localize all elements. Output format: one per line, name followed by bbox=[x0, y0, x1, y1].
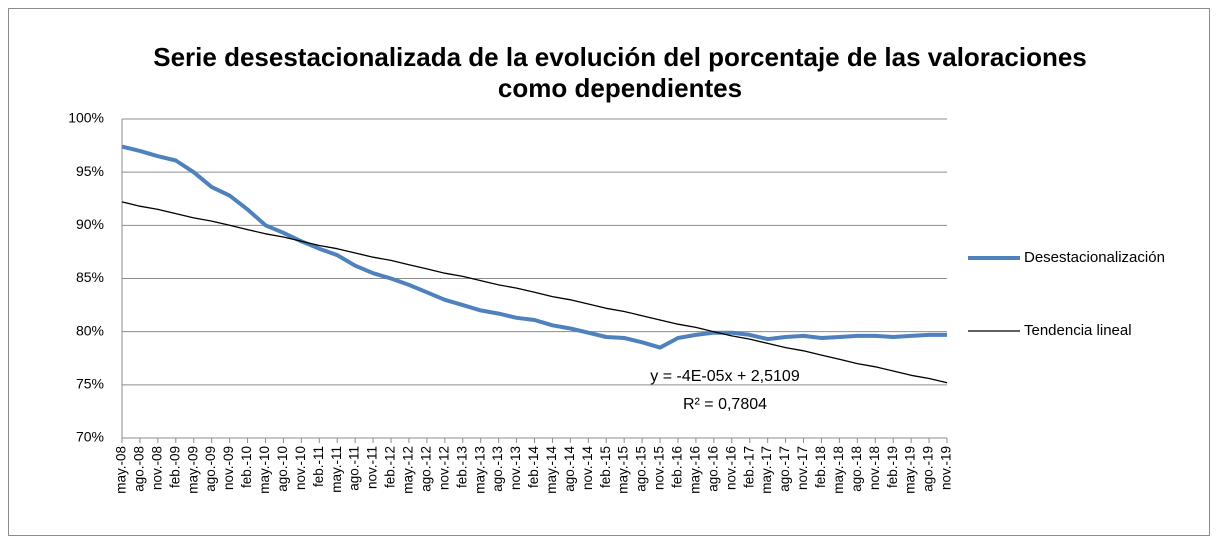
x-tick-label: feb.-18 bbox=[813, 446, 828, 488]
x-tick-label: nov.-08 bbox=[149, 446, 164, 490]
x-tick-label: nov.-10 bbox=[293, 446, 308, 490]
x-tick-label: feb.-19 bbox=[885, 446, 900, 488]
x-tick-label: ago.-18 bbox=[849, 446, 864, 492]
x-tick-label: nov.-09 bbox=[221, 446, 236, 490]
x-tick-label: ago.-19 bbox=[921, 446, 936, 492]
x-tick-label: nov.-11 bbox=[365, 446, 380, 489]
x-tick-label: nov.-19 bbox=[939, 446, 954, 490]
chart-border bbox=[8, 8, 1210, 536]
legend-label: Desestacionalización bbox=[1024, 249, 1165, 266]
x-tick-label: ago.-11 bbox=[347, 446, 362, 491]
x-tick-label: ago.-14 bbox=[562, 446, 577, 492]
y-tick-label: 95% bbox=[76, 163, 104, 179]
legend-label: Tendencia lineal bbox=[1024, 322, 1132, 339]
r-squared: R² = 0,7804 bbox=[683, 396, 767, 413]
x-tick-label: may.-11 bbox=[329, 446, 344, 493]
x-tick-label: may.-15 bbox=[616, 446, 631, 494]
x-tick-label: may.-14 bbox=[544, 446, 559, 494]
y-tick-label: 85% bbox=[76, 269, 104, 285]
x-tick-label: nov.-16 bbox=[723, 446, 738, 490]
x-tick-label: may.-10 bbox=[257, 446, 272, 494]
x-tick-label: feb.-17 bbox=[741, 446, 756, 488]
x-tick-label: feb.-16 bbox=[670, 446, 685, 488]
x-tick-label: may.-17 bbox=[759, 446, 774, 494]
y-tick-label: 70% bbox=[76, 429, 104, 445]
x-tick-label: ago.-17 bbox=[777, 446, 792, 492]
x-tick-label: nov.-15 bbox=[652, 446, 667, 490]
x-tick-label: feb.-09 bbox=[167, 446, 182, 488]
x-tick-label: may.-08 bbox=[114, 446, 129, 494]
series-line bbox=[121, 201, 948, 384]
trend-equation: y = -4E-05x + 2,5109 bbox=[650, 368, 800, 385]
x-tick-label: may.-13 bbox=[472, 446, 487, 494]
x-tick-label: feb.-10 bbox=[239, 446, 254, 488]
x-tick-label: nov.-13 bbox=[508, 446, 523, 490]
series-line bbox=[121, 144, 947, 350]
x-tick-label: ago.-16 bbox=[705, 446, 720, 492]
x-tick-label: nov.-14 bbox=[580, 446, 595, 491]
x-tick-label: feb.-15 bbox=[598, 446, 613, 488]
y-tick-label: 80% bbox=[76, 322, 104, 338]
y-tick-label: 100% bbox=[68, 110, 104, 126]
x-tick-label: ago.-13 bbox=[490, 446, 505, 492]
x-tick-label: feb.-11 bbox=[311, 446, 326, 487]
x-tick-label: feb.-14 bbox=[526, 446, 541, 489]
x-tick-label: may.-19 bbox=[903, 446, 918, 494]
x-tick-label: may.-12 bbox=[401, 446, 416, 494]
x-tick-label: may.-18 bbox=[831, 446, 846, 494]
x-tick-label: ago.-15 bbox=[634, 446, 649, 492]
x-tick-label: feb.-13 bbox=[454, 446, 469, 488]
x-tick-label: may.-09 bbox=[185, 446, 200, 494]
x-tick-label: ago.-12 bbox=[418, 446, 433, 492]
y-tick-label: 90% bbox=[76, 216, 104, 232]
x-tick-label: ago.-10 bbox=[275, 446, 290, 492]
x-tick-label: feb.-12 bbox=[383, 446, 398, 488]
x-tick-label: may.-16 bbox=[687, 446, 702, 494]
x-tick-label: nov.-17 bbox=[795, 446, 810, 490]
x-tick-label: nov.-18 bbox=[867, 446, 882, 490]
x-tick-label: ago.-09 bbox=[203, 446, 218, 492]
x-tick-label: nov.-12 bbox=[436, 446, 451, 490]
x-tick-label: ago.-08 bbox=[131, 446, 146, 492]
chart-title: Serie desestacionalizada de la evolución… bbox=[153, 42, 1087, 103]
y-tick-label: 75% bbox=[76, 376, 104, 392]
